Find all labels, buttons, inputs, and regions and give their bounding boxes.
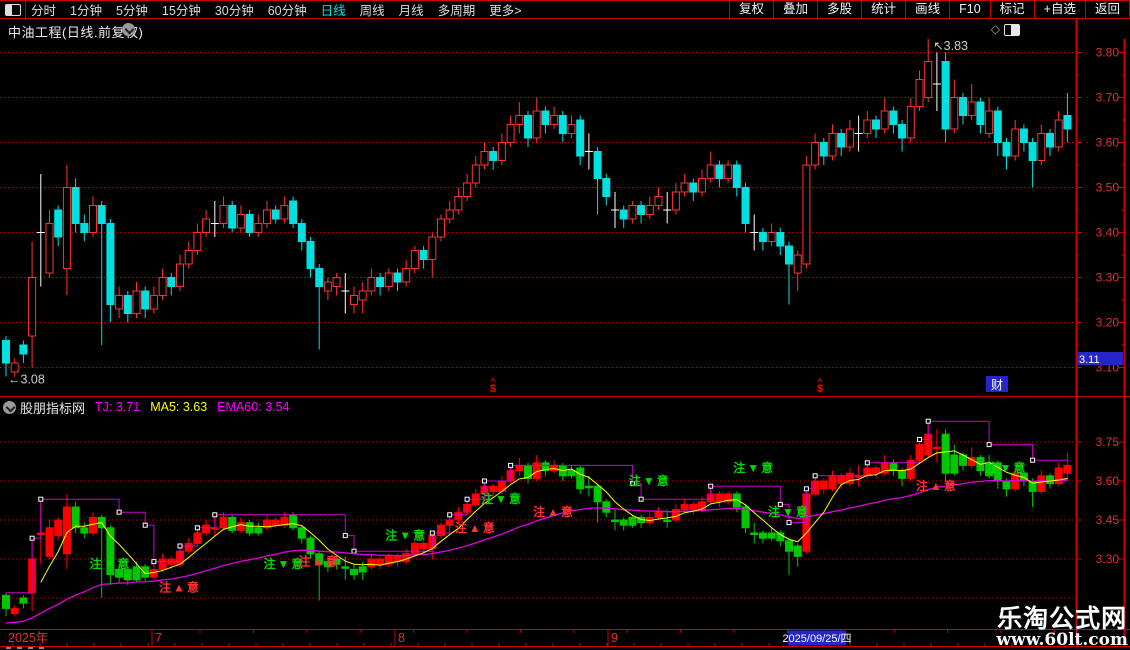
svg-text:3.20: 3.20 [1096, 316, 1120, 330]
main-chart[interactable]: ↖3.83←3.08 ^$^$ 财 [2, 39, 1072, 395]
signal-labels: 注▼意注▲意注▼意注▲意注▼意注▲意注▼意注▲意注▼意注▼意注▼意注▲意注▼意 [89, 460, 1028, 595]
svg-text:注▲意: 注▲意 [298, 554, 340, 569]
svg-text:注▲意: 注▲意 [455, 520, 497, 535]
page-title: 中油工程(日线.前复权) [8, 25, 144, 40]
price-axis: 3.803.703.603.503.403.303.203.103.753.60… [0, 19, 1130, 647]
action-button-0[interactable]: 复权 [729, 1, 773, 18]
action-button-3[interactable]: 统计 [861, 1, 905, 18]
svg-text:8: 8 [398, 631, 405, 645]
action-button-7[interactable]: +自选 [1033, 1, 1085, 18]
window-split-button[interactable] [0, 1, 26, 18]
watermark: 乐淘公式网 www.60lt.com [996, 606, 1128, 650]
svg-text:^: ^ [491, 377, 496, 386]
action-button-5[interactable]: F10 [949, 1, 990, 18]
svg-text:$: $ [817, 383, 823, 395]
svg-text:9: 9 [611, 631, 618, 645]
period-item-1[interactable]: 1分钟 [70, 4, 102, 18]
svg-text:↖3.83: ↖3.83 [933, 39, 968, 53]
svg-text:3.30: 3.30 [1096, 552, 1120, 566]
indicator-candle-series [2, 421, 1072, 617]
chevron-down-icon[interactable] [122, 23, 135, 36]
svg-text:3.60: 3.60 [1096, 474, 1120, 488]
period-item-7[interactable]: 周线 [359, 4, 385, 18]
svg-text:2025年: 2025年 [8, 631, 48, 645]
svg-text:注▼意: 注▼意 [733, 460, 775, 475]
svg-text:$: $ [490, 383, 496, 395]
date-axis: 2025年 7 8 9 2025/09/25/四 [8, 629, 1067, 646]
svg-text:3.60: 3.60 [1096, 136, 1120, 150]
period-item-0[interactable]: 分时 [31, 4, 57, 18]
tj-line [6, 420, 1068, 594]
toolbar: 分时 1分钟 5分钟 15分钟 30分钟 60分钟 日线 周线 月线 多周期 更多> 复权 叠加 多股统… [0, 0, 1130, 19]
action-menu: 复权 叠加 多股 统计 画线 F10 标记 +自选 返回 [729, 1, 1130, 18]
svg-text:←3.08: ←3.08 [8, 373, 45, 387]
svg-text:注▼意: 注▼意 [629, 473, 671, 488]
period-item-4[interactable]: 30分钟 [214, 4, 254, 18]
svg-text:3.11: 3.11 [1079, 354, 1100, 366]
action-button-2[interactable]: 多股 [817, 1, 861, 18]
svg-text:注▼意: 注▼意 [89, 556, 131, 571]
watermark-site-name: 乐淘公式网 [997, 604, 1128, 633]
svg-text:注▼意: 注▼意 [263, 556, 305, 571]
svg-text:注▼意: 注▼意 [385, 528, 427, 543]
ema60-line [5, 479, 1068, 624]
svg-text:注▲意: 注▲意 [533, 504, 575, 519]
action-button-8[interactable]: 返回 [1084, 1, 1130, 18]
action-button-4[interactable]: 画线 [905, 1, 949, 18]
svg-text:3.70: 3.70 [1096, 91, 1120, 105]
selected-date-tag: 2025/09/25/四 [782, 633, 851, 645]
period-item-5[interactable]: 60分钟 [267, 4, 307, 18]
indicator-name: 股朋指标网 [20, 400, 86, 416]
svg-text:注▼意: 注▼意 [481, 491, 523, 506]
svg-text:3.45: 3.45 [1096, 513, 1120, 527]
period-item-6[interactable]: 日线 [320, 4, 346, 18]
svg-text:注▼意: 注▼意 [768, 504, 810, 519]
chevron-down-icon[interactable] [3, 400, 16, 414]
diamond-icon[interactable]: ◇ [990, 22, 1000, 36]
svg-text:3.80: 3.80 [1096, 46, 1120, 60]
candlestick-series [2, 39, 1072, 377]
legend-item-1: MA5: 3.63 [150, 400, 208, 414]
cutoff-row [0, 647, 44, 650]
svg-text:7: 7 [155, 631, 162, 645]
svg-text:3.50: 3.50 [1096, 181, 1120, 195]
action-button-1[interactable]: 叠加 [773, 1, 817, 18]
period-menu: 分时 1分钟 5分钟 15分钟 30分钟 60分钟 日线 周线 月线 多周期 更多> [31, 1, 522, 18]
panel-layout-icon[interactable] [1004, 24, 1020, 36]
svg-text:财: 财 [991, 378, 1003, 392]
svg-text:^: ^ [818, 377, 823, 386]
svg-text:3.75: 3.75 [1096, 435, 1120, 449]
legend-item-0: TJ: 3.71 [95, 400, 141, 414]
period-item-2[interactable]: 5分钟 [115, 4, 148, 18]
period-item-8[interactable]: 月线 [398, 4, 424, 18]
indicator-header: 股朋指标网 TJ: 3.71 MA5: 3.63 EMA60: 3.54 [0, 398, 289, 416]
legend-item-2: EMA60: 3.54 [217, 400, 290, 414]
indicator-chart[interactable]: 注▼意注▲意注▼意注▲意注▼意注▲意注▼意注▲意注▼意注▼意注▼意注▲意注▼意 [2, 418, 1072, 624]
svg-text:注▲意: 注▲意 [916, 478, 958, 493]
svg-text:注▲意: 注▲意 [159, 580, 201, 595]
period-item-10[interactable]: 更多> [489, 4, 522, 18]
ma5-line [40, 450, 1068, 583]
period-item-9[interactable]: 多周期 [437, 4, 476, 18]
svg-text:3.40: 3.40 [1096, 226, 1120, 240]
indicator-legend: TJ: 3.71 MA5: 3.63 EMA60: 3.54 [85, 398, 289, 416]
watermark-url: www.60lt.com [996, 630, 1128, 650]
window-split-icon [5, 4, 21, 16]
svg-text:注▼意: 注▼意 [986, 460, 1028, 475]
title-bar: 中油工程(日线.前复权) ◇ [0, 20, 1076, 40]
period-item-3[interactable]: 15分钟 [161, 4, 201, 18]
svg-text:3.30: 3.30 [1096, 271, 1120, 285]
action-button-6[interactable]: 标记 [989, 1, 1034, 18]
